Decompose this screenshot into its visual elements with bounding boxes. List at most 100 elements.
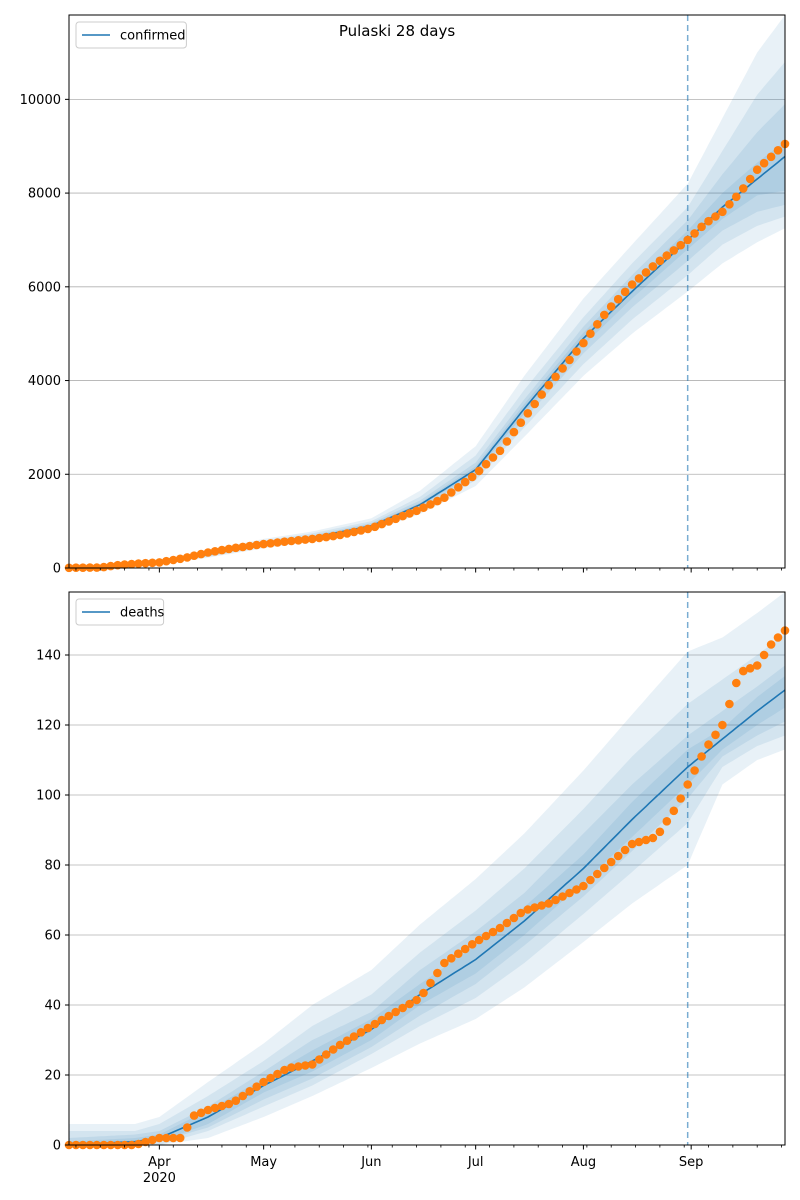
x-tick-label: Jul	[467, 1155, 484, 1170]
uncertainty-band-1	[69, 15, 785, 568]
observed-point	[189, 551, 199, 560]
observed-point	[745, 174, 755, 184]
uncertainty-bands	[69, 592, 785, 1145]
observed-point	[648, 833, 658, 843]
observed-point	[447, 954, 456, 963]
observed-point	[558, 892, 567, 901]
observed-point	[363, 1023, 373, 1033]
observed-point	[335, 1040, 345, 1050]
observed-point	[460, 944, 470, 954]
observed-point	[586, 329, 595, 339]
observed-point	[669, 246, 679, 255]
observed-point	[551, 895, 560, 905]
observed-point	[718, 207, 727, 217]
observed-point	[141, 558, 150, 568]
observed-point	[356, 526, 366, 535]
observed-point	[773, 633, 783, 642]
observed-point	[440, 493, 449, 503]
observed-point	[725, 699, 734, 709]
observed-point	[370, 522, 380, 532]
observed-point	[516, 418, 526, 428]
y-tick-label: 0	[53, 562, 61, 577]
observed-point	[641, 835, 651, 845]
observed-point	[356, 1028, 366, 1037]
observed-point	[579, 338, 588, 348]
observed-point	[572, 885, 581, 894]
observed-point	[238, 1091, 248, 1101]
observed-point	[655, 256, 665, 266]
observed-point	[127, 559, 136, 569]
observed-point	[412, 506, 421, 516]
observed-point	[335, 530, 345, 540]
axes: 0 2000 4000 6000 8000 10000	[20, 14, 786, 577]
observed-point	[739, 184, 748, 193]
observed-point	[523, 409, 533, 418]
observed-point	[342, 529, 352, 538]
observed-point	[321, 532, 331, 542]
observed-point	[134, 559, 143, 568]
observed-point	[593, 320, 602, 329]
observed-point	[523, 905, 533, 914]
observed-point	[641, 268, 651, 277]
y-tick-label: 2000	[28, 468, 61, 483]
observed-point	[690, 766, 699, 775]
observed-point	[759, 158, 769, 168]
observed-point	[252, 1082, 261, 1091]
observed-point	[739, 666, 748, 676]
observed-point	[349, 527, 359, 537]
observed-point	[606, 302, 616, 311]
x-tick-label: Apr	[148, 1155, 171, 1170]
legend-box	[75, 598, 165, 626]
observed-point	[99, 562, 109, 572]
observed-point	[711, 730, 720, 740]
observed-point	[328, 531, 338, 541]
observed-point	[315, 1055, 324, 1064]
observed-point	[606, 857, 616, 867]
x-tick-label: May	[250, 1155, 277, 1170]
uncertainty-band-1	[69, 592, 785, 1145]
observed-point	[634, 274, 644, 283]
observed-point	[175, 1133, 185, 1143]
y-tick-label: 8000	[28, 187, 61, 202]
observed-point	[502, 918, 512, 928]
observed-point	[648, 262, 658, 271]
observed-point	[203, 1105, 213, 1115]
observed-point	[773, 146, 783, 155]
observed-point	[711, 212, 720, 221]
observed-point	[398, 1003, 408, 1013]
x-tick-label: Sep	[679, 1155, 704, 1170]
observed-point	[342, 1036, 352, 1045]
observed-point	[280, 1065, 289, 1075]
observed-point	[391, 1007, 401, 1017]
observed-point	[683, 235, 692, 245]
y-tick-label: 4000	[28, 374, 61, 389]
observed-point	[169, 555, 178, 565]
observed-point	[509, 913, 519, 923]
observed-point	[155, 558, 164, 567]
y-tick-label: 100	[36, 789, 61, 804]
observed-point	[488, 927, 498, 937]
observed-point	[217, 1101, 227, 1111]
observed-point	[683, 780, 692, 789]
observed-point	[495, 923, 505, 933]
observed-point	[426, 978, 435, 988]
observed-point	[162, 1133, 171, 1143]
observed-point	[363, 524, 373, 534]
observed-point	[509, 427, 519, 437]
observed-point	[697, 752, 706, 761]
plot-frame	[68, 14, 786, 569]
y-tick-label: 20	[44, 1069, 61, 1084]
observed-point	[287, 1063, 296, 1072]
observed-point	[676, 240, 685, 250]
observed-point	[169, 1133, 178, 1143]
observed-point	[620, 845, 630, 855]
observed-point	[454, 483, 463, 492]
observed-point	[537, 390, 546, 399]
observed-point	[690, 229, 699, 238]
x-tick-label: 2020	[143, 1171, 176, 1186]
observed-point	[613, 851, 623, 861]
observed-point	[349, 1032, 359, 1041]
observed-point	[280, 537, 289, 546]
